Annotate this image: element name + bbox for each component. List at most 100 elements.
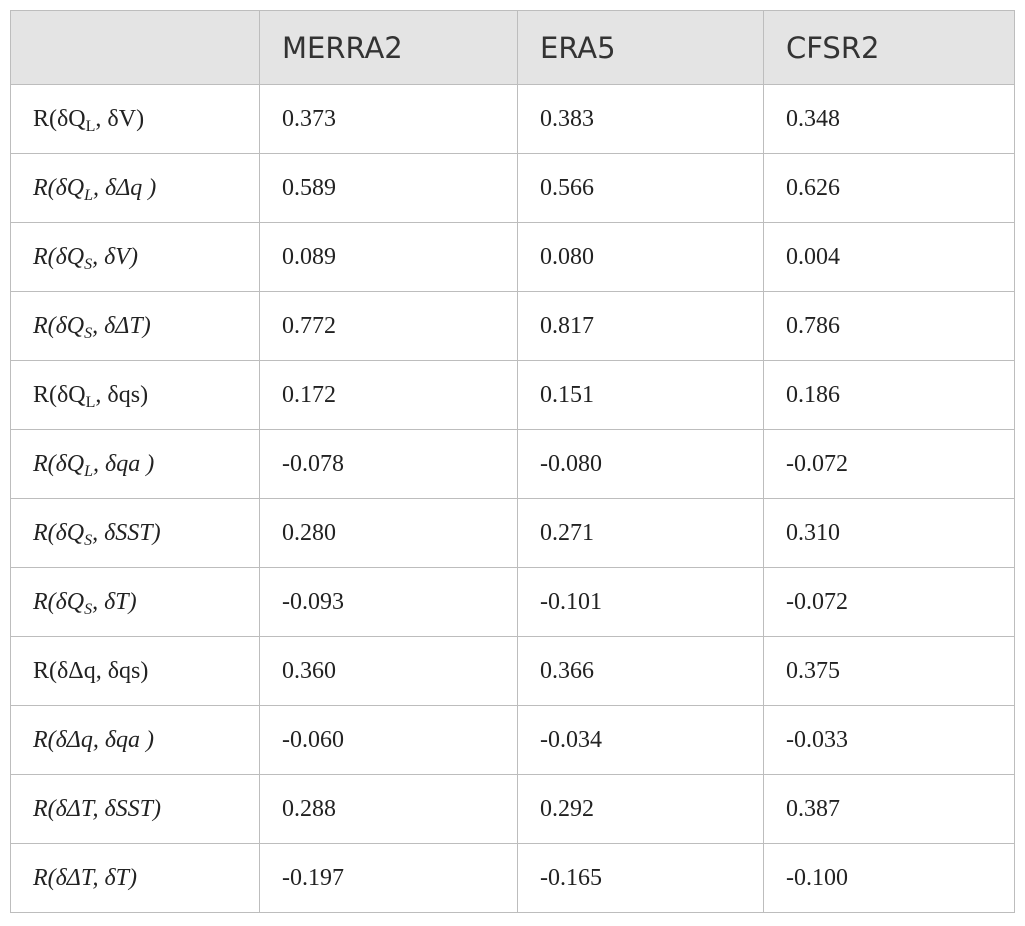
row-label: R(δQL, δqa ) xyxy=(33,450,155,480)
row-label: R(δΔT, δT) xyxy=(33,865,137,891)
row-label: R(δΔq, δqs) xyxy=(33,658,148,684)
label-text: R(δQ xyxy=(33,519,85,546)
value-cell: -0.072 xyxy=(763,429,1015,499)
label-text: , δΔq ) xyxy=(93,174,157,201)
value-cell: 0.373 xyxy=(259,84,518,154)
table-row: R(δQL, δV) 0.373 0.383 0.348 xyxy=(10,84,1015,154)
header-cell: ERA5 xyxy=(517,10,764,85)
table-row: R(δΔq, δqa ) -0.060 -0.034 -0.033 xyxy=(10,705,1015,775)
label-text: , δV) xyxy=(95,105,145,132)
row-label-cell: R(δQL, δΔq ) xyxy=(10,153,260,223)
label-text: , δT) xyxy=(92,588,137,615)
value-cell: -0.078 xyxy=(259,429,518,499)
value-cell: 0.151 xyxy=(517,360,764,430)
value-cell: -0.060 xyxy=(259,705,518,775)
value-cell: -0.100 xyxy=(763,843,1015,913)
value-cell: 0.271 xyxy=(517,498,764,568)
row-label-cell: R(δQS, δSST) xyxy=(10,498,260,568)
value-cell: 0.383 xyxy=(517,84,764,154)
label-subscript: S xyxy=(84,255,93,273)
row-label: R(δQS, δSST) xyxy=(33,519,161,549)
table-row: R(δΔT, δSST) 0.288 0.292 0.387 xyxy=(10,774,1015,844)
row-label-cell: R(δQL, δqa ) xyxy=(10,429,260,499)
label-subscript: L xyxy=(85,393,96,411)
label-text: R(δQ xyxy=(33,105,86,132)
table-row: R(δQL, δΔq ) 0.589 0.566 0.626 xyxy=(10,153,1015,223)
row-label-cell: R(δQS, δΔT) xyxy=(10,291,260,361)
table-row: R(δΔq, δqs) 0.360 0.366 0.375 xyxy=(10,636,1015,706)
value-cell: 0.375 xyxy=(763,636,1015,706)
header-row: MERRA2 ERA5 CFSR2 xyxy=(10,10,1015,85)
label-text: , δqs) xyxy=(95,381,149,408)
label-text: R(δQ xyxy=(33,312,85,339)
value-cell: 0.772 xyxy=(259,291,518,361)
header-cell: CFSR2 xyxy=(763,10,1015,85)
value-cell: 0.172 xyxy=(259,360,518,430)
value-cell: -0.033 xyxy=(763,705,1015,775)
label-text: R(δQ xyxy=(33,450,85,477)
row-label-cell: R(δQL, δqs) xyxy=(10,360,260,430)
label-subscript: S xyxy=(84,324,93,342)
label-text: , δSST) xyxy=(92,519,161,546)
row-label: R(δQL, δΔq ) xyxy=(33,174,157,204)
label-text: R(δΔq, δqs) xyxy=(33,657,149,684)
value-cell: 0.280 xyxy=(259,498,518,568)
value-cell: -0.165 xyxy=(517,843,764,913)
value-cell: 0.366 xyxy=(517,636,764,706)
value-cell: 0.817 xyxy=(517,291,764,361)
label-text: R(δQ xyxy=(33,243,85,270)
row-label-cell: R(δΔq, δqs) xyxy=(10,636,260,706)
row-label: R(δΔT, δSST) xyxy=(33,796,161,822)
value-cell: 0.310 xyxy=(763,498,1015,568)
value-cell: 0.292 xyxy=(517,774,764,844)
row-label-cell: R(δΔT, δT) xyxy=(10,843,260,913)
label-text: R(δQ xyxy=(33,588,85,615)
label-text: R(δQ xyxy=(33,174,85,201)
value-cell: 0.589 xyxy=(259,153,518,223)
table-row: R(δQS, δT) -0.093 -0.101 -0.072 xyxy=(10,567,1015,637)
value-cell: 0.387 xyxy=(763,774,1015,844)
row-label: R(δΔq, δqa ) xyxy=(33,727,154,753)
label-subscript: L xyxy=(85,117,96,135)
value-cell: 0.348 xyxy=(763,84,1015,154)
label-subscript: S xyxy=(84,600,93,618)
row-label-cell: R(δΔq, δqa ) xyxy=(10,705,260,775)
label-text: R(δΔT, δT) xyxy=(33,864,137,891)
value-cell: 0.626 xyxy=(763,153,1015,223)
correlation-table: MERRA2 ERA5 CFSR2 R(δQL, δV) 0.373 0.383 0.34… xyxy=(10,10,1015,913)
value-cell: -0.197 xyxy=(259,843,518,913)
value-cell: 0.186 xyxy=(763,360,1015,430)
row-label: R(δQL, δV) xyxy=(33,105,145,135)
header-cell: MERRA2 xyxy=(259,10,518,85)
value-cell: 0.786 xyxy=(763,291,1015,361)
value-cell: 0.360 xyxy=(259,636,518,706)
table-row: R(δQL, δqs) 0.172 0.151 0.186 xyxy=(10,360,1015,430)
value-cell: 0.089 xyxy=(259,222,518,292)
label-text: , δV) xyxy=(92,243,138,270)
value-cell: 0.080 xyxy=(517,222,764,292)
value-cell: 0.566 xyxy=(517,153,764,223)
table-row: R(δΔT, δT) -0.197 -0.165 -0.100 xyxy=(10,843,1015,913)
label-text: , δqa ) xyxy=(93,450,155,477)
label-subscript: S xyxy=(84,531,93,549)
table-row: R(δQS, δΔT) 0.772 0.817 0.786 xyxy=(10,291,1015,361)
row-label-cell: R(δQS, δT) xyxy=(10,567,260,637)
table-row: R(δQS, δSST) 0.280 0.271 0.310 xyxy=(10,498,1015,568)
table-row: R(δQL, δqa ) -0.078 -0.080 -0.072 xyxy=(10,429,1015,499)
table-row: R(δQS, δV) 0.089 0.080 0.004 xyxy=(10,222,1015,292)
table-body: R(δQL, δV) 0.373 0.383 0.348 R(δQL, δΔq ) 0.5… xyxy=(10,84,1015,913)
label-subscript: L xyxy=(84,186,94,204)
value-cell: -0.072 xyxy=(763,567,1015,637)
row-label: R(δQS, δV) xyxy=(33,243,138,273)
label-text: R(δΔT, δSST) xyxy=(33,795,161,822)
header-cell xyxy=(10,10,260,85)
value-cell: 0.004 xyxy=(763,222,1015,292)
label-text: R(δQ xyxy=(33,381,86,408)
row-label: R(δQS, δΔT) xyxy=(33,312,151,342)
value-cell: -0.034 xyxy=(517,705,764,775)
row-label-cell: R(δQS, δV) xyxy=(10,222,260,292)
row-label: R(δQL, δqs) xyxy=(33,381,149,411)
value-cell: -0.093 xyxy=(259,567,518,637)
